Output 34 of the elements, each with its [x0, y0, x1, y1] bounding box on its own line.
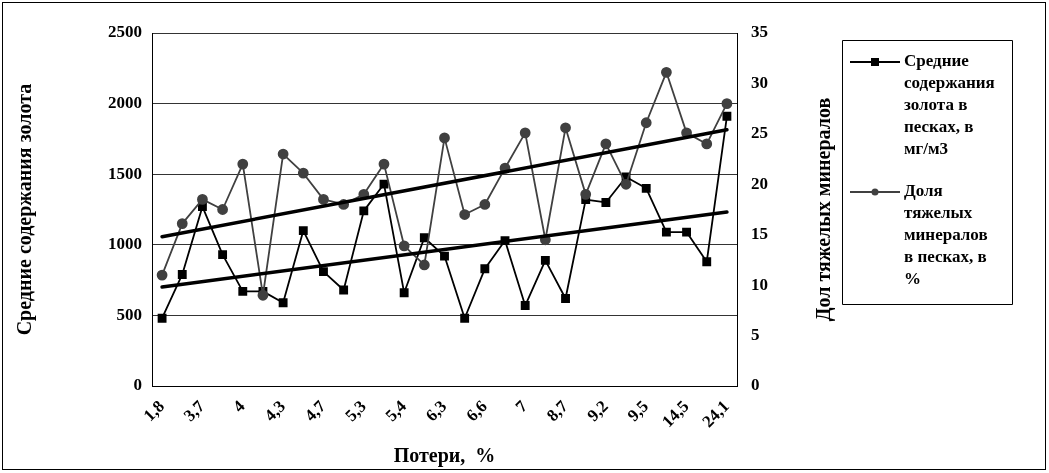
x-tick-label: 8,7 — [543, 396, 572, 426]
y2-tick-label: 25 — [751, 123, 768, 143]
y2-tick-label: 10 — [751, 274, 768, 294]
y-tick-label: 0 — [133, 375, 142, 395]
x-tick-label: 4,3 — [260, 396, 290, 426]
legend-label: Средние содержания золота в песках, в мг/м3 — [904, 51, 995, 159]
x-tick-label: 1,8 — [139, 396, 169, 426]
x-tick-label: 6,3 — [421, 396, 451, 426]
y2-tick-label: 35 — [751, 22, 768, 42]
x-tick-label: 5,4 — [381, 396, 411, 426]
y2-axis-title: Дол тяжелых минералов — [812, 97, 836, 322]
y2-tick-label: 30 — [751, 72, 768, 92]
x-tick-label: 4 — [229, 396, 250, 417]
y-tick-label: 1000 — [108, 234, 142, 254]
x-tick-label: 9,2 — [583, 396, 612, 426]
x-tick-label: 4,7 — [300, 396, 330, 426]
y-tick-label: 500 — [116, 304, 142, 324]
y2-tick-label: 20 — [751, 173, 768, 193]
legend-label: Доля тяжелых минералов в песках, в % — [904, 181, 988, 289]
x-axis-title: Потери, % — [393, 444, 496, 468]
y-tick-label: 1500 — [108, 163, 142, 183]
x-tick-label: 6,6 — [462, 396, 491, 426]
y2-tick-label: 0 — [751, 375, 760, 395]
x-tick-label: 9,5 — [623, 396, 653, 426]
y-tick-label: 2500 — [108, 22, 142, 42]
x-tick-label: 3,7 — [179, 396, 209, 426]
y-tick-label: 2000 — [108, 92, 142, 112]
x-tick-label: 7 — [511, 396, 532, 417]
y2-tick-label: 5 — [751, 324, 760, 344]
x-tick-label: 24,1 — [698, 396, 733, 432]
x-tick-label: 14,5 — [658, 396, 693, 432]
y2-tick-label: 15 — [751, 224, 768, 244]
y-axis-title: Средние содержания золота — [13, 83, 37, 336]
x-tick-label: 5,3 — [341, 396, 370, 426]
